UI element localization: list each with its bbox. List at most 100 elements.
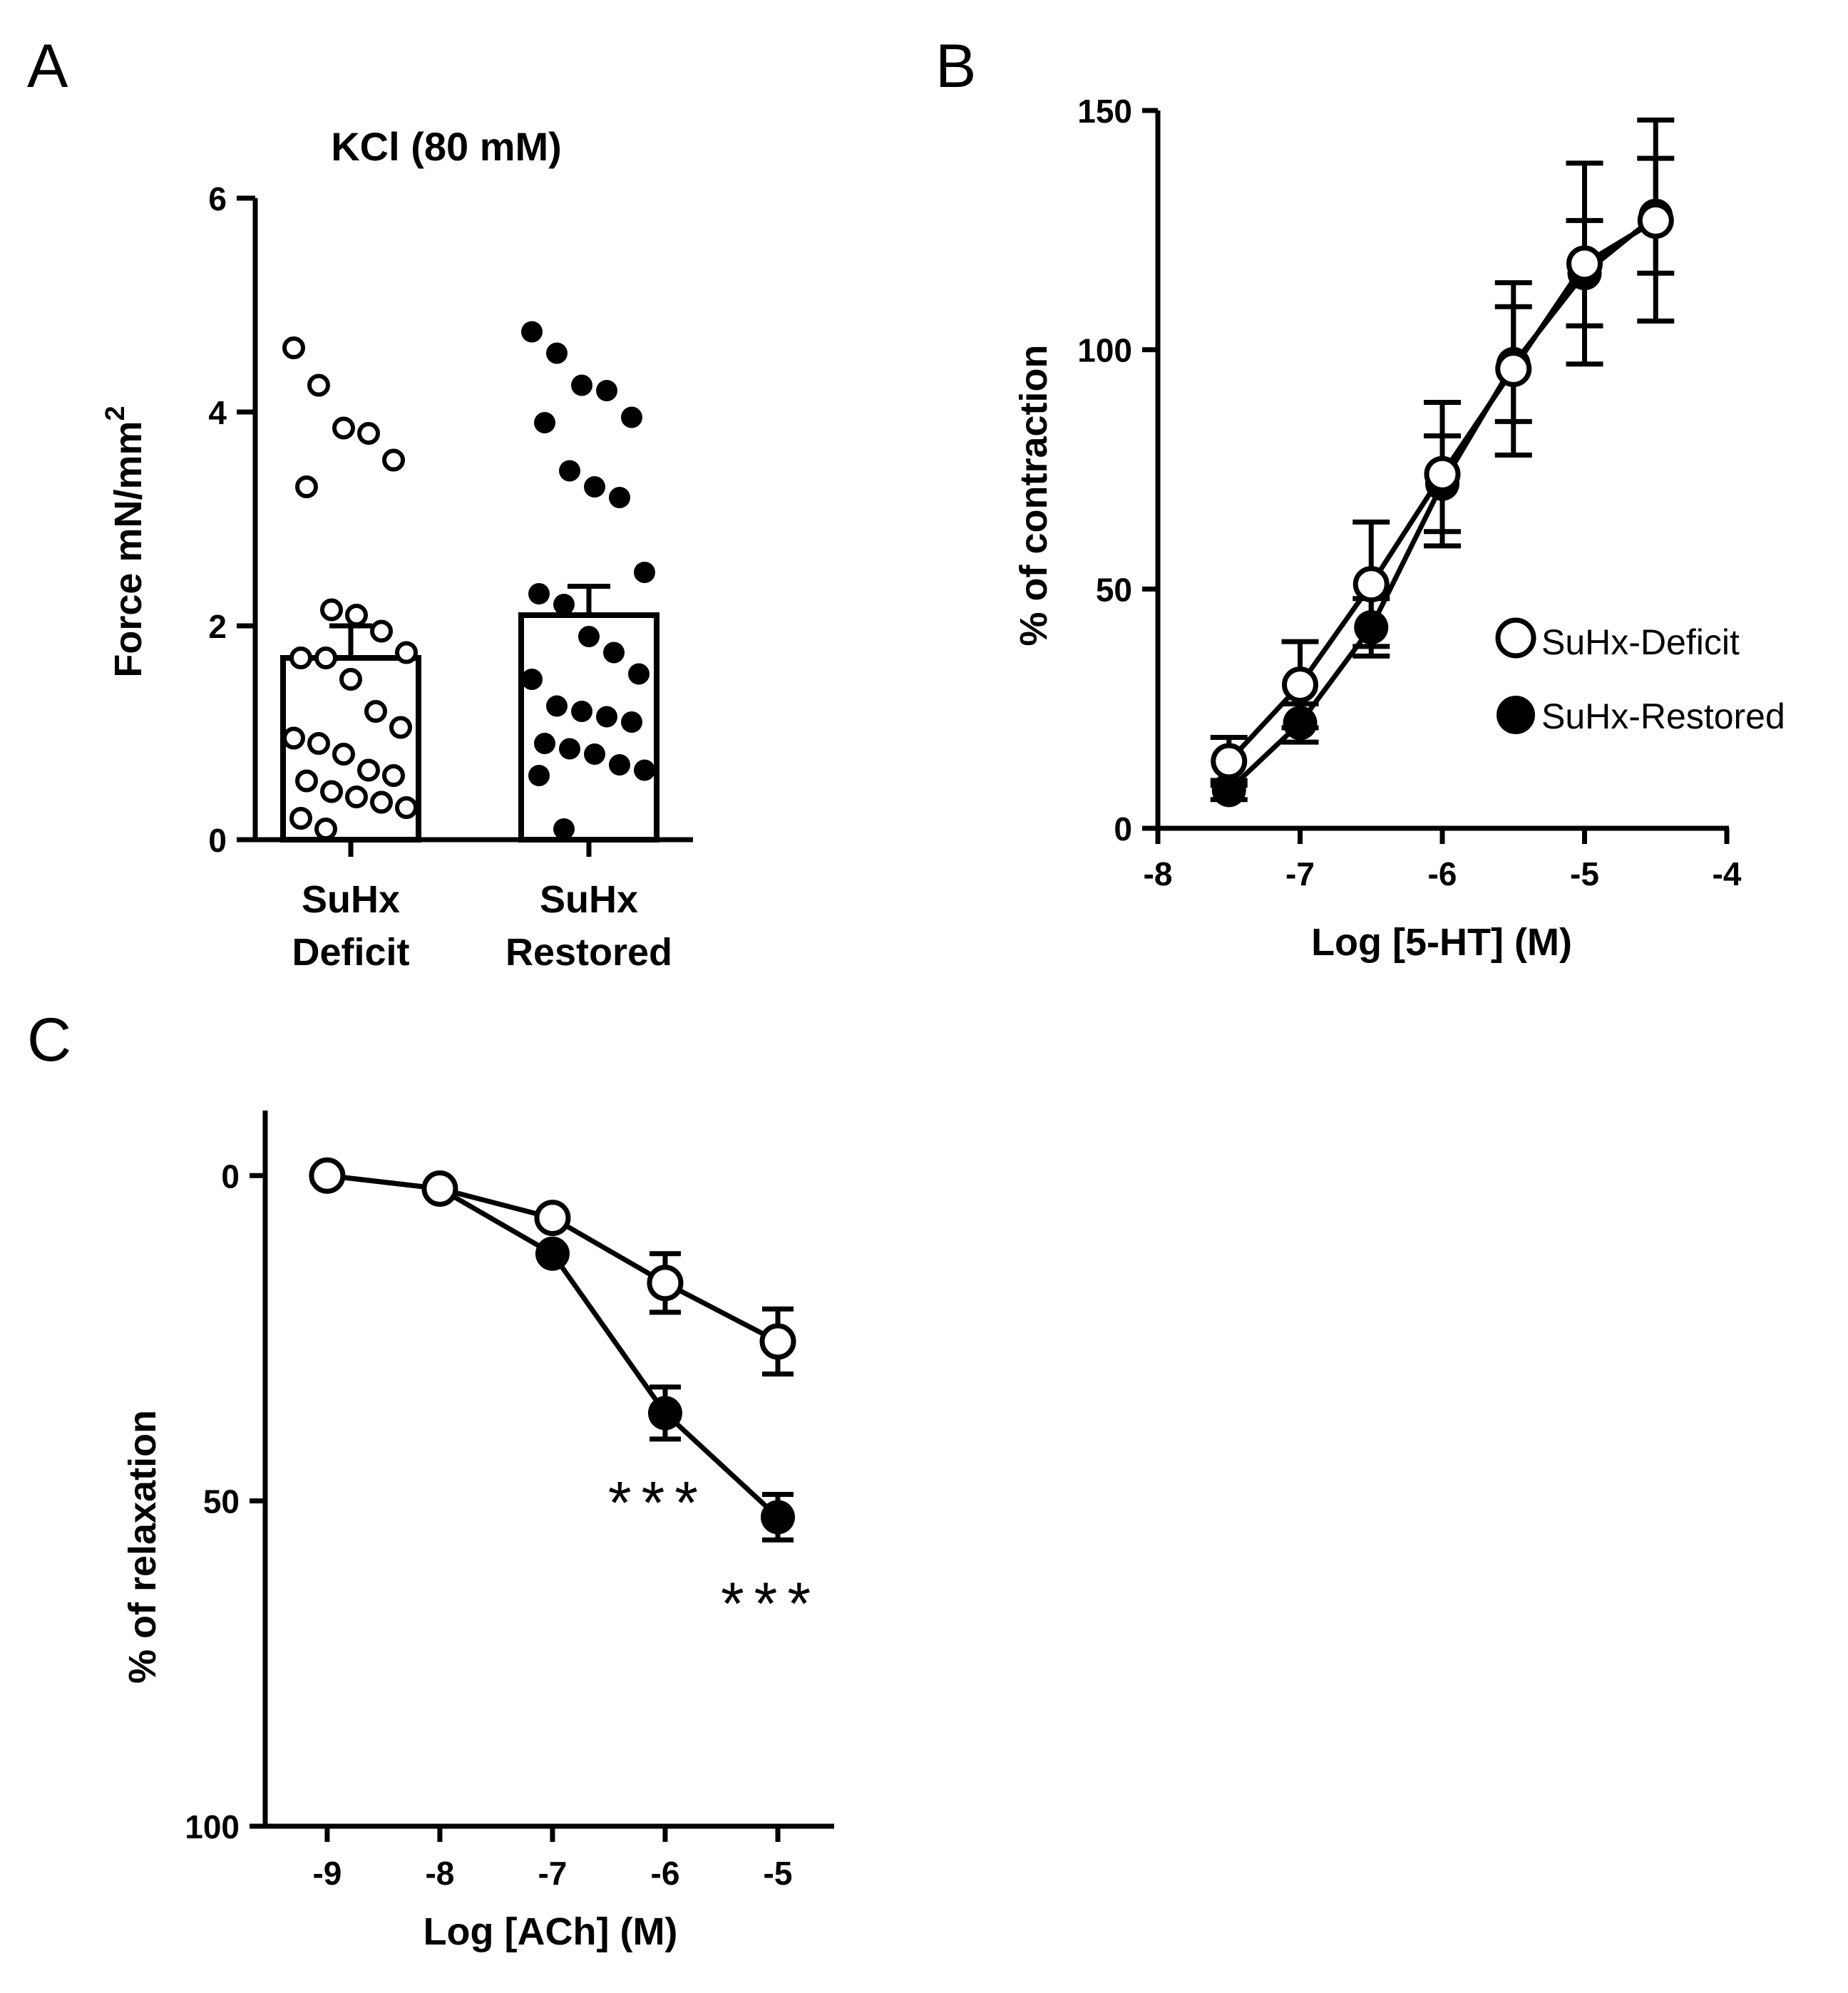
panel-b-data-point: [1637, 202, 1674, 239]
panel-a-data-point: [345, 786, 368, 808]
panel-b-x-axis-label: Log [5-HT] (M): [1311, 921, 1572, 964]
panel-a-data-point: [307, 374, 330, 397]
panel-c-x-tick-label: -5: [764, 1855, 793, 1892]
panel-a-data-point: [609, 754, 630, 776]
panel-a-data-point: [528, 765, 550, 786]
panel-c-significance-annotation: ***: [721, 1570, 821, 1637]
panel-a-data-point: [289, 807, 312, 830]
panel-c-data-point: [534, 1200, 571, 1237]
panel-a-data-point: [609, 487, 630, 508]
panel-c-data-point: [647, 1265, 684, 1302]
panel-b-chart: Log [5-HT] (M) % of contraction SuHx-Def…: [1012, 93, 1785, 964]
panel-b-data-point: [1211, 743, 1248, 780]
panel-a-data-point: [634, 562, 655, 583]
panel-a-data-point: [282, 726, 305, 750]
panel-a-data-point: [571, 374, 592, 396]
panel-a-data-point: [389, 716, 412, 739]
legend-marker-suhx-deficit: [1495, 617, 1536, 659]
panel-b-x-tick-label: -7: [1285, 855, 1315, 892]
panel-c-data-point: [759, 1323, 796, 1360]
panel-a-data-point: [332, 416, 355, 440]
panel-a-data-point: [621, 406, 642, 428]
panel-a-y-axis-label: Force mN/mm2: [101, 406, 150, 677]
panel-a-data-point: [546, 695, 568, 717]
legend-label-suhx-deficit: SuHx-Deficit: [1541, 622, 1740, 662]
panel-a-data-point: [314, 647, 337, 669]
panel-b-data-point: [1211, 773, 1246, 808]
panel-a-data-point: [382, 448, 405, 472]
panel-a-data-point: [571, 701, 592, 722]
panel-b-y-tick-label: 150: [1077, 93, 1132, 130]
panel-a-data-point: [364, 700, 387, 723]
panel-c-y-tick-label: 0: [221, 1158, 240, 1195]
panel-c-y-tick-label: 100: [185, 1808, 240, 1845]
legend-marker-suhx-restored: [1497, 696, 1535, 734]
panel-a-data-point: [553, 818, 575, 840]
panel-b-data-point: [1495, 351, 1532, 388]
panel-a-data-point: [295, 475, 318, 498]
panel-a-title: KCl (80 mM): [331, 124, 562, 169]
panel-a-data-point: [534, 733, 555, 754]
panel-a-data-point: [634, 759, 655, 781]
panel-b-data-point: [1354, 610, 1389, 645]
panel-b-data-point: [1424, 455, 1461, 493]
panel-a-data-point: [307, 732, 330, 755]
panel-a-data-point: [339, 668, 362, 691]
panel-b-data-point: [1566, 245, 1603, 282]
panel-a-data-point: [382, 764, 405, 787]
panel-a-data-point: [295, 769, 318, 793]
panel-label-c: C: [27, 1006, 71, 1074]
panel-a-data-point: [357, 758, 380, 782]
panel-a-category-label-1-line1: SuHx: [302, 878, 400, 921]
panel-b-x-tick-label: -6: [1428, 855, 1457, 892]
panel-b-y-tick-label: 0: [1114, 810, 1132, 848]
panel-a-data-point: [584, 743, 605, 765]
panel-a-data-point: [528, 583, 550, 604]
panel-c-x-tick-label: -8: [425, 1855, 454, 1892]
panel-a-data-point: [289, 647, 312, 669]
panel-c-data-point: [535, 1236, 570, 1271]
panel-c-x-axis-label: Log [ACh] (M): [423, 1910, 678, 1953]
panel-a-data-point: [282, 336, 305, 359]
panel-c-data-point: [647, 1396, 682, 1431]
panel-a-data-point: [584, 476, 605, 498]
panel-a-data-point: [314, 818, 337, 840]
panel-c-data-point: [760, 1500, 795, 1535]
panel-a-y-tick-label: 2: [208, 608, 227, 645]
panel-c-chart: Log [ACh] (M) % of relaxation 0 50 100 -9 -8…: [121, 1111, 834, 1953]
panel-b-data-point: [1283, 706, 1318, 741]
panel-a-category-label-2-line2: Restored: [505, 931, 672, 974]
panel-a-category-label-2-line1: SuHx: [540, 878, 638, 921]
panel-label-b: B: [935, 32, 976, 101]
panel-c-significance-annotation: ***: [608, 1469, 708, 1536]
panel-b-x-tick-label: -4: [1713, 855, 1742, 892]
panel-a-data-point: [521, 669, 543, 690]
panel-a-data-point: [553, 594, 575, 615]
panel-b-x-tick-label: -8: [1144, 855, 1173, 892]
panel-b-y-tick-label: 50: [1096, 571, 1132, 608]
panel-a-y-tick-label: 6: [208, 180, 227, 217]
panel-a-data-point: [559, 460, 580, 482]
panel-a-data-point: [395, 796, 418, 819]
panel-a-data-point: [357, 422, 380, 445]
panel-c-data-point: [309, 1157, 346, 1194]
panel-c-x-tick-label: -9: [312, 1855, 342, 1892]
panel-b-y-axis-label: % of contraction: [1012, 344, 1055, 646]
panel-a-chart: KCl (80 mM) Force mN/mm2 SuHx Deficit Su…: [101, 124, 693, 974]
panel-a-data-point: [370, 790, 393, 814]
panel-a-category-label-1-line2: Deficit: [292, 931, 409, 974]
panel-a-data-point: [320, 780, 343, 803]
panel-a-data-point: [521, 321, 543, 343]
panel-b-data-point: [1282, 666, 1318, 704]
panel-label-a: A: [27, 32, 68, 101]
panel-a-data-point: [559, 738, 580, 760]
panel-a-data-point: [332, 743, 355, 766]
panel-a-data-point: [320, 598, 343, 622]
panel-c-y-axis-label: % of relaxation: [121, 1410, 164, 1684]
panel-a-data-point: [546, 342, 568, 364]
panel-a-data-point: [596, 706, 617, 728]
panel-b-x-tick-label: -5: [1570, 855, 1599, 892]
panel-a-data-point: [596, 380, 617, 401]
panel-c-x-tick-label: -6: [651, 1855, 680, 1892]
